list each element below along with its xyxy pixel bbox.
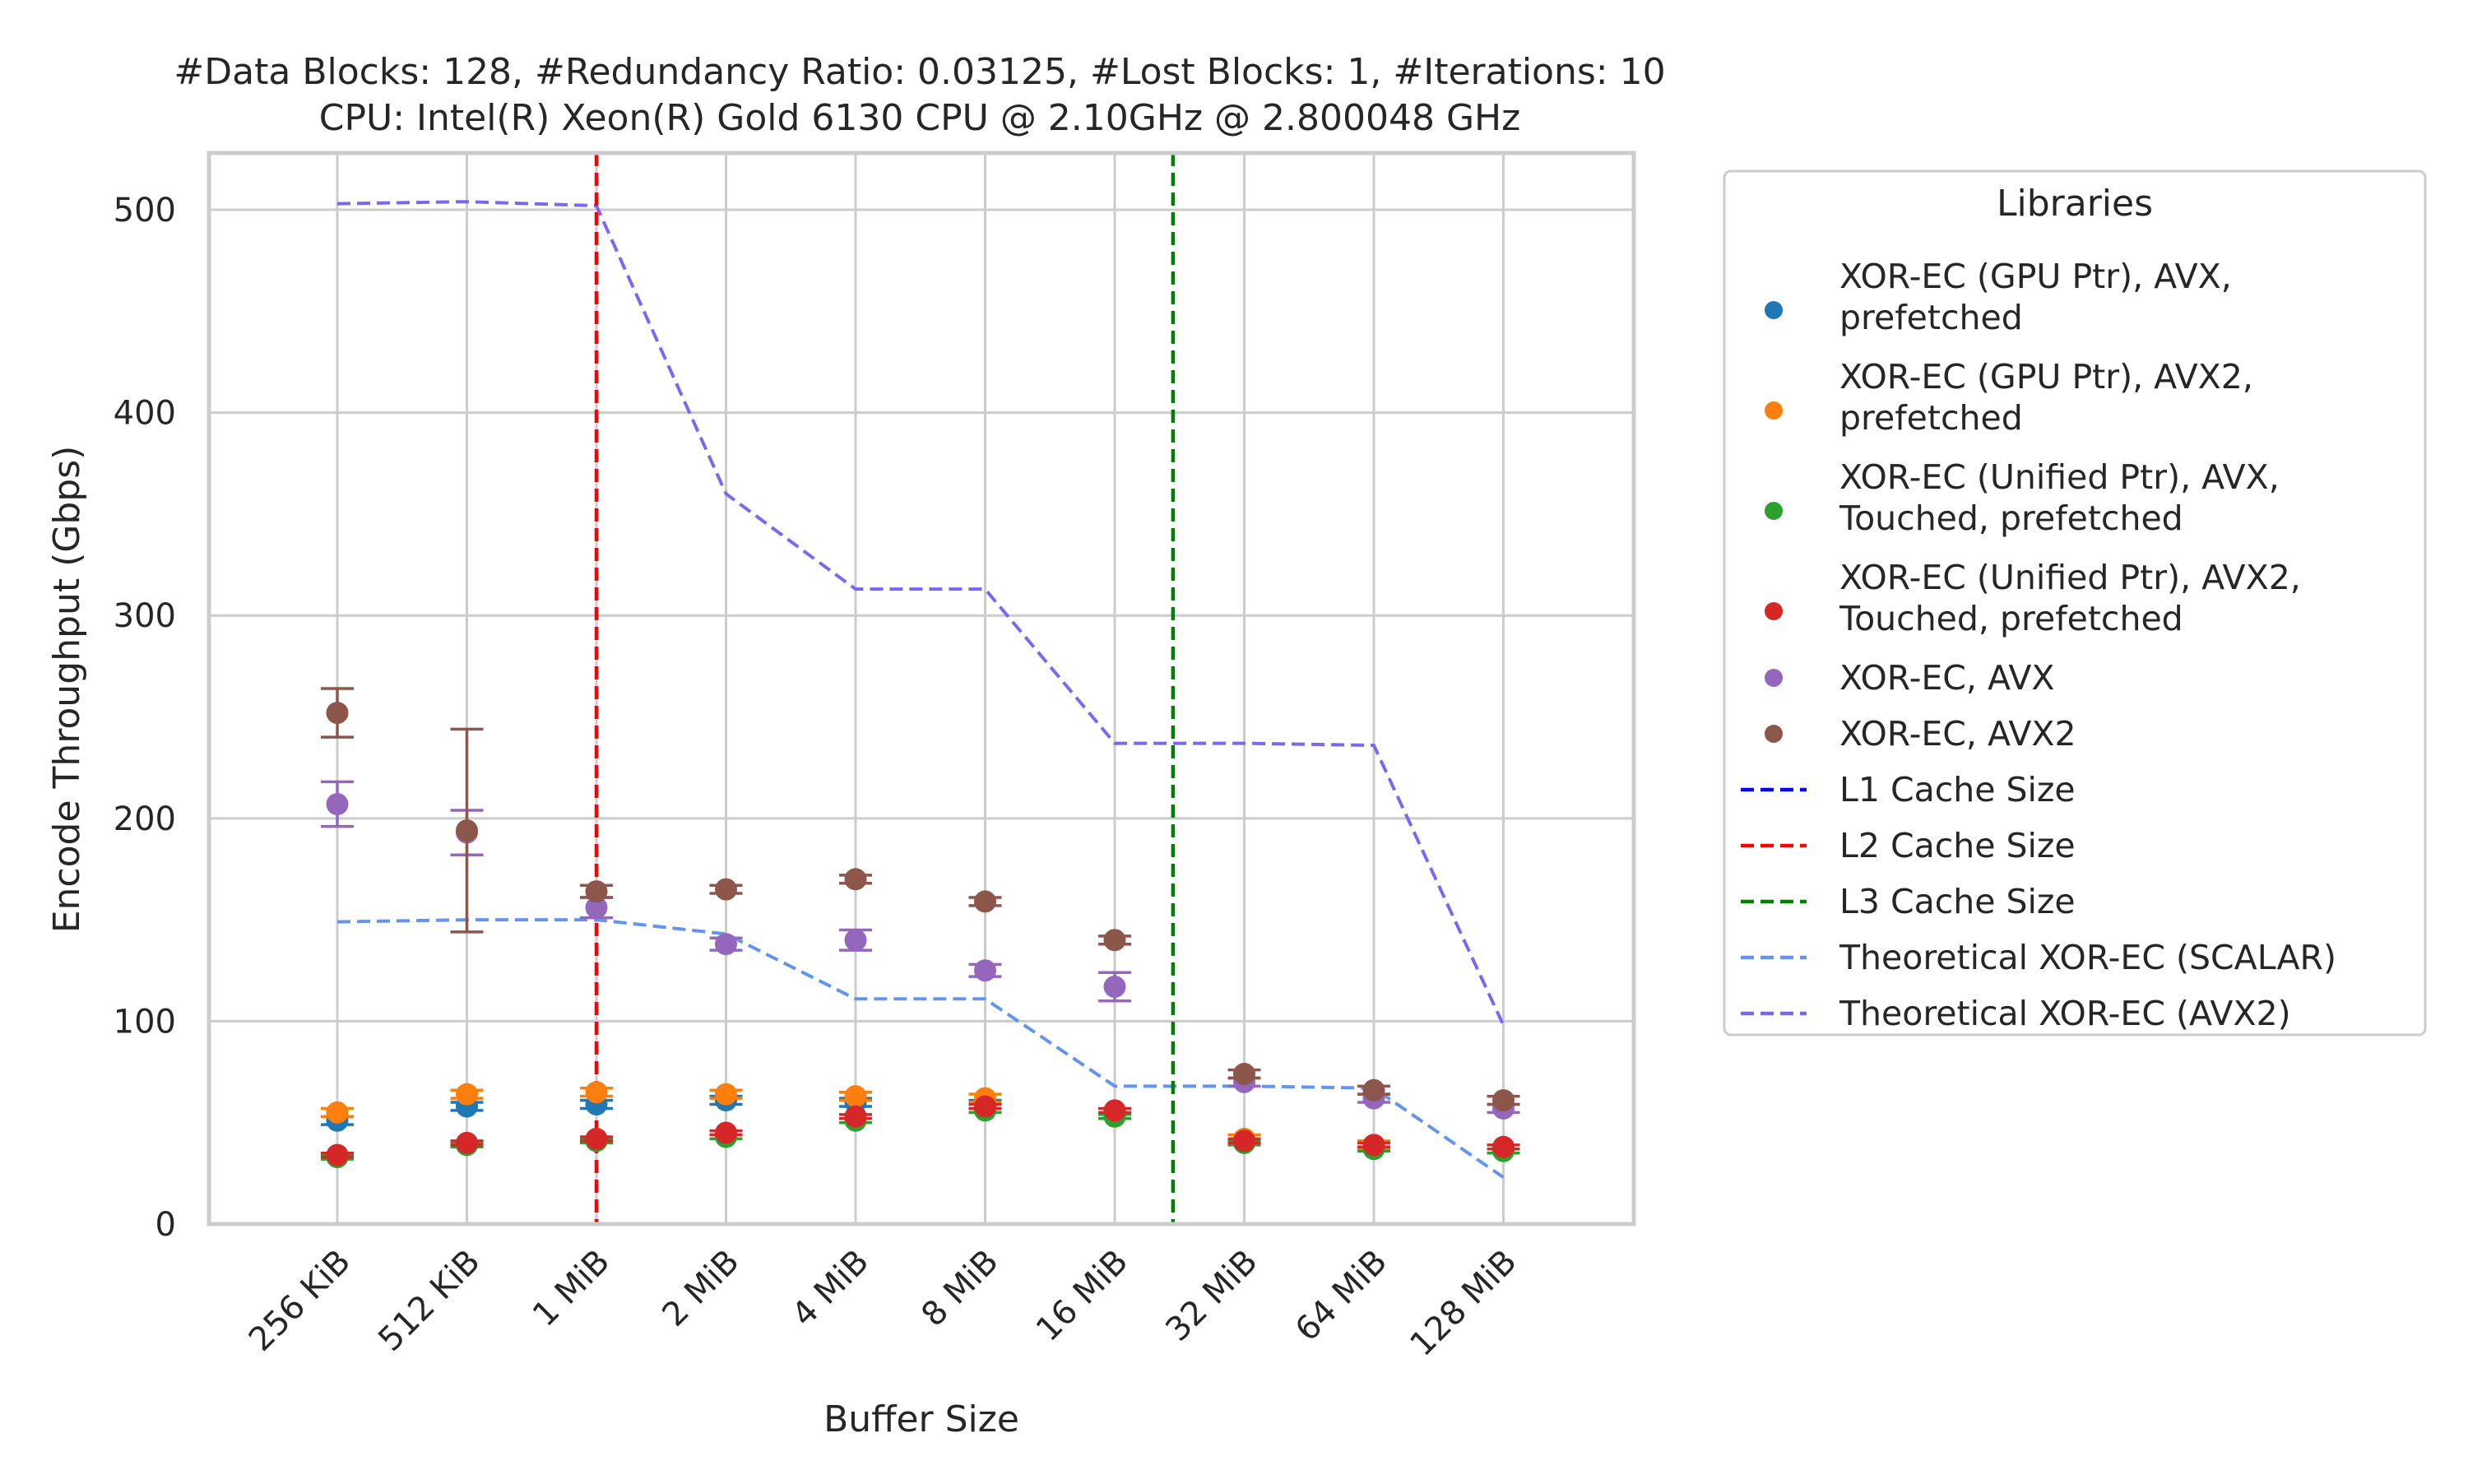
- y-ticks-layer: 0 100 200 300 400 500: [114, 192, 176, 1244]
- legend-label: Theoretical XOR-EC (SCALAR): [1839, 938, 2336, 977]
- data-point: [456, 1131, 478, 1154]
- data-point: [715, 1121, 737, 1144]
- y-tick-label: 400: [114, 395, 176, 433]
- data-point: [456, 819, 478, 842]
- cache-lines-layer: [594, 153, 1176, 1224]
- legend-label: Theoretical XOR-EC (AVX2): [1839, 994, 2291, 1033]
- y-tick-label: 0: [155, 1206, 176, 1244]
- chart-title-line2: CPU: Intel(R) Xeon(R) Gold 6130 CPU @ 2.…: [319, 97, 1521, 139]
- y-tick-label: 100: [114, 1003, 176, 1041]
- legend-label: Touched, prefetched: [1839, 599, 2183, 638]
- legend-label: L1 Cache Size: [1839, 770, 2076, 809]
- legend-label: prefetched: [1839, 398, 2023, 438]
- x-tick-label: 64 MiB: [1288, 1243, 1394, 1349]
- data-point: [974, 959, 996, 982]
- x-tick-label: 8 MiB: [914, 1243, 1005, 1334]
- x-tick-label: 16 MiB: [1029, 1243, 1135, 1349]
- y-tick-label: 500: [114, 192, 176, 230]
- legend-marker: [1765, 502, 1783, 520]
- chart-title-line1: #Data Blocks: 128, #Redundancy Ratio: 0.…: [174, 51, 1665, 93]
- data-point: [326, 793, 349, 816]
- data-points-layer: [321, 687, 1520, 1169]
- x-axis-label: Buffer Size: [823, 1398, 1019, 1440]
- y-axis-label: Encode Throughput (Gbps): [46, 446, 88, 934]
- legend-label: L2 Cache Size: [1839, 826, 2076, 865]
- data-point: [585, 896, 608, 919]
- legend-label: XOR-EC, AVX2: [1839, 714, 2076, 754]
- theoretical-line: [336, 918, 1505, 1179]
- data-point: [585, 1081, 608, 1104]
- legend-label: prefetched: [1839, 298, 2023, 337]
- x-tick-label: 512 KiB: [371, 1243, 487, 1359]
- legend-label: XOR-EC (Unified Ptr), AVX2,: [1839, 558, 2301, 597]
- data-point: [1103, 929, 1126, 952]
- data-point: [844, 1105, 867, 1128]
- data-point: [1492, 1135, 1515, 1158]
- theoretical-line: [336, 200, 1505, 1027]
- x-tick-label: 32 MiB: [1158, 1243, 1264, 1349]
- legend-label: L3 Cache Size: [1839, 882, 2076, 921]
- data-point: [715, 878, 737, 901]
- data-point: [1103, 975, 1126, 998]
- data-point: [974, 1095, 996, 1118]
- legend-marker: [1765, 301, 1783, 319]
- legend-marker: [1765, 725, 1783, 743]
- data-point: [974, 890, 996, 913]
- data-point: [456, 1083, 478, 1106]
- plot-frame: [206, 151, 1636, 1227]
- x-tick-label: 1 MiB: [526, 1243, 617, 1334]
- legend-title: Libraries: [1997, 183, 2153, 225]
- data-point: [1233, 1063, 1255, 1086]
- y-tick-label: 200: [114, 800, 176, 838]
- legend-label: XOR-EC (GPU Ptr), AVX2,: [1839, 357, 2253, 397]
- legend-box: [1723, 169, 2427, 1036]
- legend-label: XOR-EC (GPU Ptr), AVX,: [1839, 257, 2232, 296]
- data-point: [715, 933, 737, 956]
- legend: Libraries XOR-EC (GPU Ptr), AVX,prefetch…: [1723, 169, 2427, 1036]
- x-tick-label: 128 MiB: [1403, 1243, 1524, 1364]
- data-point: [326, 1143, 349, 1166]
- data-point: [1362, 1134, 1385, 1157]
- legend-label: Touched, prefetched: [1839, 499, 2183, 538]
- y-tick-label: 300: [114, 597, 176, 635]
- x-ticks-layer: 256 KiB 512 KiB 1 MiB 2 MiB 4 MiB 8 MiB 16 MiB…: [242, 1243, 1524, 1364]
- data-point: [585, 880, 608, 903]
- x-tick-label: 4 MiB: [785, 1243, 876, 1334]
- data-point: [1362, 1078, 1385, 1101]
- data-point: [1492, 1089, 1515, 1112]
- legend-label: XOR-EC, AVX: [1839, 658, 2055, 698]
- grid-layer: [209, 153, 1634, 1226]
- data-point: [844, 1085, 867, 1108]
- legend-marker: [1765, 602, 1783, 620]
- legend-marker: [1765, 669, 1783, 687]
- data-point: [1103, 1099, 1126, 1122]
- legend-marker: [1765, 401, 1783, 420]
- data-point: [715, 1083, 737, 1106]
- theoretical-lines-layer: [336, 200, 1505, 1179]
- data-point: [1233, 1129, 1255, 1152]
- legend-label: XOR-EC (Unified Ptr), AVX,: [1839, 457, 2280, 497]
- data-point: [844, 929, 867, 952]
- data-point: [844, 868, 867, 891]
- x-tick-label: 2 MiB: [655, 1243, 746, 1334]
- data-point: [326, 1101, 349, 1124]
- data-point: [326, 702, 349, 725]
- data-point: [585, 1127, 608, 1150]
- x-tick-label: 256 KiB: [242, 1243, 358, 1359]
